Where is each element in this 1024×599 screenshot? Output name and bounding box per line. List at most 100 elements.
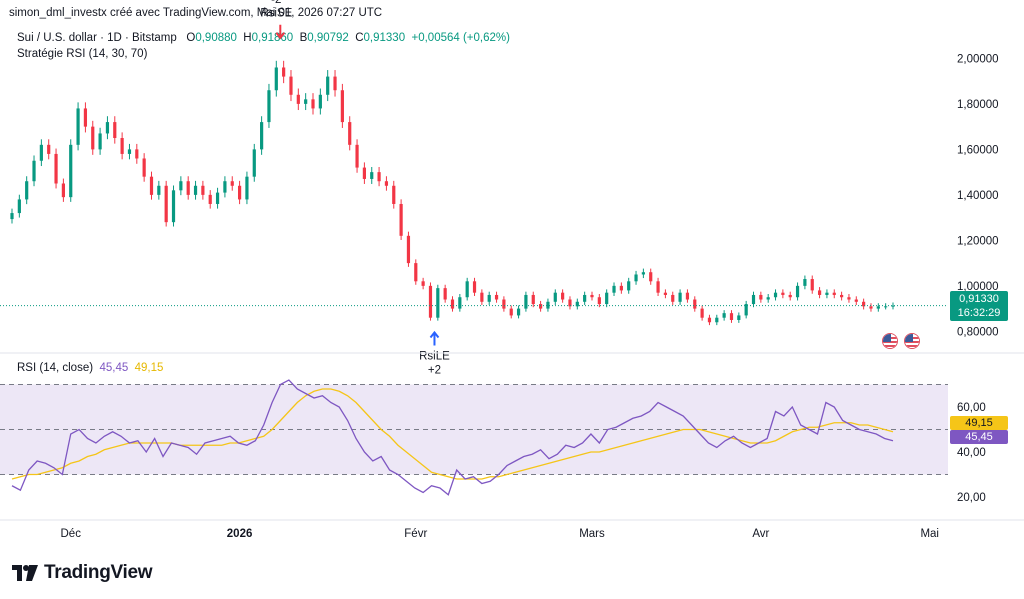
- candle[interactable]: [61, 178, 65, 202]
- candle[interactable]: [17, 194, 21, 218]
- candle[interactable]: [436, 284, 440, 321]
- candle[interactable]: [164, 180, 168, 227]
- us-flag-icon[interactable]: [882, 333, 898, 349]
- candle[interactable]: [656, 277, 660, 296]
- candle[interactable]: [25, 176, 29, 205]
- candle[interactable]: [171, 185, 176, 227]
- candle[interactable]: [245, 171, 249, 205]
- candle[interactable]: [583, 291, 587, 305]
- candle[interactable]: [83, 102, 88, 133]
- candle[interactable]: [832, 289, 836, 299]
- candle[interactable]: [685, 289, 690, 303]
- candle[interactable]: [862, 298, 866, 310]
- candle[interactable]: [193, 180, 198, 200]
- candle[interactable]: [377, 167, 381, 187]
- candle[interactable]: [553, 289, 557, 305]
- candle[interactable]: [450, 296, 455, 312]
- candle[interactable]: [561, 289, 565, 303]
- candle[interactable]: [487, 291, 491, 305]
- candle[interactable]: [32, 155, 36, 187]
- candle[interactable]: [91, 120, 95, 155]
- long-signal[interactable]: RsiLE +2: [419, 330, 450, 376]
- candle[interactable]: [186, 176, 190, 200]
- candle[interactable]: [641, 268, 645, 279]
- candle[interactable]: [355, 139, 359, 173]
- tradingview-logo[interactable]: TradingView: [12, 562, 153, 584]
- candle[interactable]: [326, 70, 330, 102]
- rsi-ma-line[interactable]: [11, 388, 894, 480]
- candle[interactable]: [627, 277, 631, 294]
- candle[interactable]: [678, 289, 682, 305]
- candle[interactable]: [825, 289, 829, 299]
- candle[interactable]: [318, 88, 322, 115]
- candle[interactable]: [296, 88, 300, 111]
- candle[interactable]: [575, 298, 579, 310]
- candle[interactable]: [135, 143, 139, 164]
- candle[interactable]: [304, 93, 308, 111]
- candle[interactable]: [157, 180, 161, 200]
- price-pane[interactable]: -2 RsiSE RsiLE +2: [0, 0, 948, 376]
- candle[interactable]: [788, 291, 792, 301]
- candle[interactable]: [237, 180, 242, 205]
- candle[interactable]: [333, 70, 337, 97]
- candle[interactable]: [340, 83, 344, 128]
- candle[interactable]: [766, 293, 770, 303]
- candle[interactable]: [773, 289, 778, 301]
- candle[interactable]: [715, 314, 719, 326]
- candle[interactable]: [311, 93, 315, 115]
- candle[interactable]: [539, 300, 543, 312]
- candle[interactable]: [502, 296, 506, 312]
- candle[interactable]: [480, 289, 484, 305]
- candle[interactable]: [39, 139, 43, 167]
- candle[interactable]: [759, 291, 763, 303]
- candle[interactable]: [605, 289, 609, 308]
- candle[interactable]: [392, 180, 396, 209]
- candle[interactable]: [47, 139, 51, 160]
- candle[interactable]: [847, 293, 851, 303]
- candle[interactable]: [472, 277, 477, 296]
- candle[interactable]: [127, 143, 132, 160]
- candle[interactable]: [568, 296, 572, 310]
- candle[interactable]: [443, 284, 447, 303]
- candle[interactable]: [230, 176, 234, 191]
- candle[interactable]: [414, 259, 418, 285]
- candle[interactable]: [362, 162, 366, 184]
- candle[interactable]: [649, 268, 653, 285]
- candle[interactable]: [142, 153, 146, 182]
- candle[interactable]: [876, 303, 880, 312]
- candle[interactable]: [671, 291, 675, 305]
- us-flag-icon[interactable]: [904, 333, 920, 349]
- candle[interactable]: [854, 296, 858, 305]
- candle[interactable]: [546, 298, 550, 312]
- candle[interactable]: [406, 231, 411, 267]
- candle[interactable]: [69, 139, 73, 202]
- candle[interactable]: [817, 287, 822, 299]
- candle[interactable]: [737, 312, 741, 323]
- candle[interactable]: [795, 282, 800, 301]
- candle[interactable]: [612, 282, 616, 296]
- candle[interactable]: [516, 305, 521, 319]
- candle[interactable]: [458, 293, 462, 312]
- candle[interactable]: [260, 116, 264, 155]
- candle[interactable]: [803, 275, 807, 290]
- candle[interactable]: [179, 176, 183, 196]
- candle[interactable]: [722, 310, 726, 321]
- candle[interactable]: [282, 60, 286, 84]
- candle[interactable]: [744, 300, 748, 319]
- candle[interactable]: [531, 291, 535, 308]
- candle[interactable]: [840, 291, 844, 301]
- candle[interactable]: [208, 190, 212, 209]
- candle[interactable]: [120, 132, 124, 160]
- candle[interactable]: [891, 302, 895, 310]
- candle[interactable]: [267, 83, 271, 128]
- candle[interactable]: [597, 293, 601, 308]
- candle[interactable]: [223, 176, 227, 198]
- candle[interactable]: [869, 303, 873, 312]
- candle[interactable]: [421, 277, 425, 290]
- candle[interactable]: [524, 291, 528, 312]
- candle[interactable]: [781, 289, 785, 299]
- candle[interactable]: [98, 127, 102, 155]
- candle[interactable]: [10, 208, 14, 224]
- candle[interactable]: [884, 303, 888, 310]
- candle[interactable]: [215, 187, 220, 209]
